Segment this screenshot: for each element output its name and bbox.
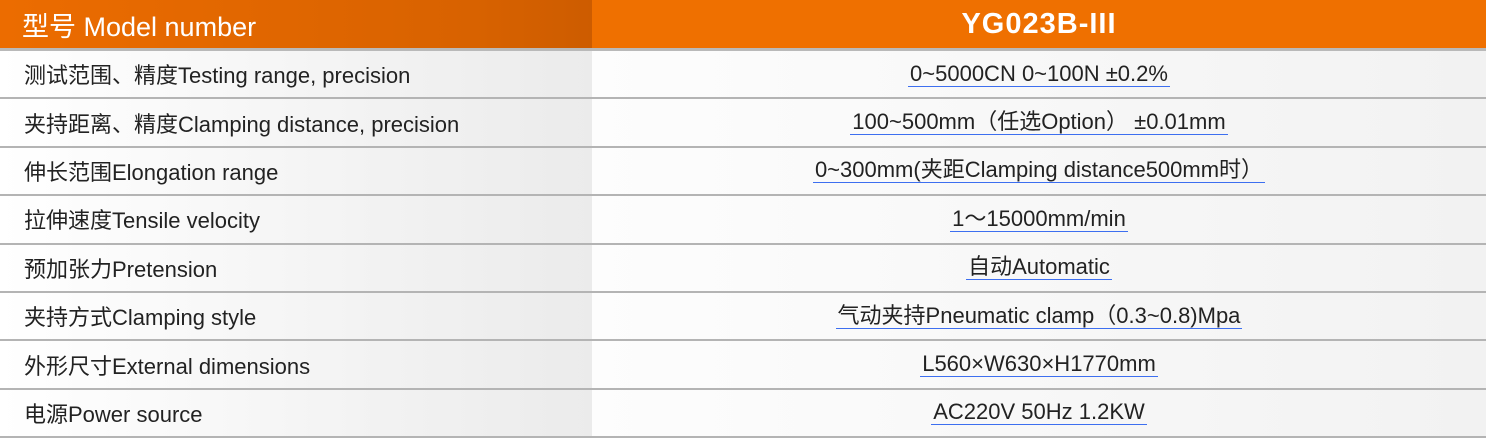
spec-label: 夹持距离、精度Clamping distance, precision xyxy=(0,99,592,146)
spec-value: 自动Automatic xyxy=(966,254,1112,281)
spec-value-cell: 0~5000CN 0~100N ±0.2% xyxy=(592,51,1486,98)
spec-label: 电源Power source xyxy=(0,389,592,437)
spec-value-cell: 100~500mm（任选Option） ±0.01mm xyxy=(592,99,1486,146)
spec-value-cell: 1～15000mm/min xyxy=(592,196,1486,243)
spec-value-cell: 自动Automatic xyxy=(592,244,1486,291)
spec-value-cell: L560×W630×H1770mm xyxy=(592,341,1486,388)
table-row: 测试范围、精度Testing range, precision 0~5000CN … xyxy=(0,51,1486,100)
table-header: 型号 Model number YG023B-III xyxy=(0,0,1486,51)
spec-value-cell: 0~300mm(夹距Clamping distance500mm时） xyxy=(592,147,1486,195)
spec-label: 测试范围、精度Testing range, precision xyxy=(0,51,592,98)
spec-value-cell: 气动夹持Pneumatic clamp（0.3~0.8)Mpa xyxy=(592,292,1486,340)
spec-value: AC220V 50Hz 1.2KW xyxy=(931,399,1147,426)
spec-label: 外形尺寸External dimensions xyxy=(0,341,592,388)
table-row: 伸长范围Elongation range 0~300mm(夹距Clamping d… xyxy=(0,147,1486,197)
spec-value: 1～15000mm/min xyxy=(950,205,1128,232)
model-number: YG023B-III xyxy=(592,0,1486,48)
table-row: 夹持距离、精度Clamping distance, precision 100~5… xyxy=(0,99,1486,148)
table-row: 电源Power source AC220V 50Hz 1.2KW xyxy=(0,389,1486,439)
spec-value: L560×W630×H1770mm xyxy=(920,351,1158,378)
spec-label: 伸长范围Elongation range xyxy=(0,147,592,195)
table-row: 预加张力Pretension 自动Automatic xyxy=(0,244,1486,293)
spec-label: 预加张力Pretension xyxy=(0,244,592,291)
table-row: 夹持方式Clamping style 气动夹持Pneumatic clamp（0.… xyxy=(0,292,1486,342)
table-row: 外形尺寸External dimensions L560×W630×H1770mm xyxy=(0,341,1486,390)
spec-value: 0~5000CN 0~100N ±0.2% xyxy=(908,60,1170,87)
spec-value: 100~500mm（任选Option） ±0.01mm xyxy=(850,109,1228,136)
spec-value: 气动夹持Pneumatic clamp（0.3~0.8)Mpa xyxy=(835,302,1243,329)
spec-label: 拉伸速度Tensile velocity xyxy=(0,196,592,243)
table-row: 拉伸速度Tensile velocity 1～15000mm/min xyxy=(0,196,1486,245)
header-label: 型号 Model number xyxy=(0,0,592,48)
spec-label: 夹持方式Clamping style xyxy=(0,292,592,340)
spec-value-cell: AC220V 50Hz 1.2KW xyxy=(592,389,1486,437)
spec-value: 0~300mm(夹距Clamping distance500mm时） xyxy=(812,157,1266,184)
